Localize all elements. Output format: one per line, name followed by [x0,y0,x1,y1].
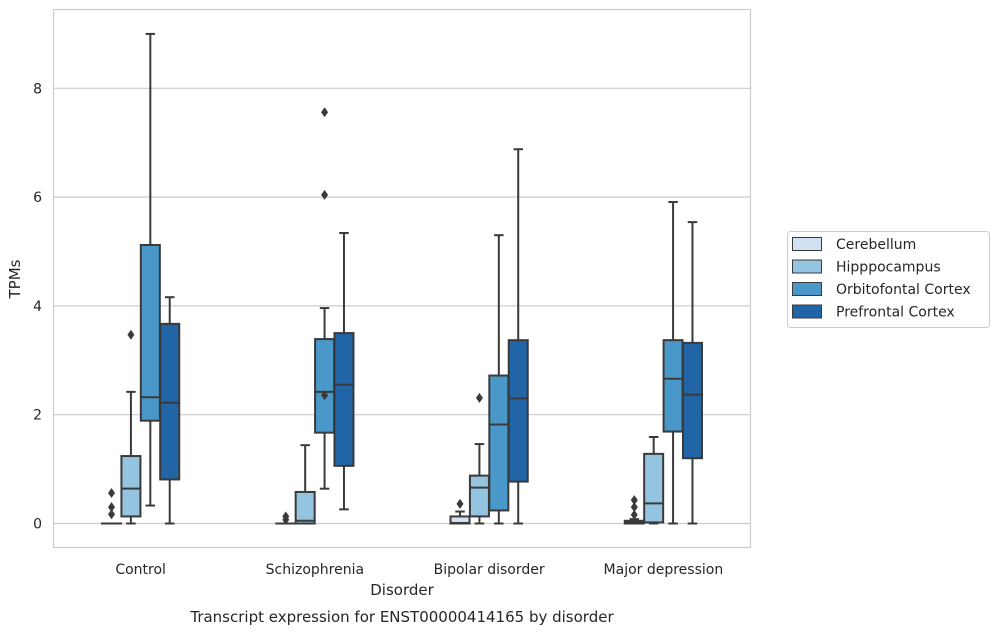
legend-swatch [792,282,822,296]
outlier-point [321,390,329,401]
outlier-point [630,495,638,506]
legend-swatch [792,259,822,274]
x-axis-label: Disorder [370,581,434,599]
box-prefrontal-cortex [507,148,529,525]
box-hipppocampus [468,392,490,525]
outlier-point [475,392,483,403]
box-iqr [662,339,684,433]
y-tick-label: 8 [33,81,42,97]
outlier-point [108,502,116,513]
box-prefrontal-cortex [681,221,703,525]
x-tick-label: Major depression [604,562,724,578]
box-iqr [159,322,181,481]
outlier-point [108,509,116,520]
outlier-point [282,511,290,522]
box-iqr [120,455,142,518]
box-iqr [488,374,510,512]
chart-title: Transcript expression for ENST0000041416… [189,608,614,626]
outlier-point [630,509,638,520]
outlier-point [108,488,116,499]
legend-swatch [792,237,822,251]
legend-label: Orbitofontal Cortex [836,282,971,298]
box-iqr [681,341,703,460]
box-orbitofontal-cortex [662,200,684,525]
box-iqr [333,332,355,467]
outlier-point [321,107,329,118]
box-hipppocampus [294,444,316,525]
x-tick-label: Control [115,562,166,578]
y-tick-label: 6 [33,190,42,206]
outlier-point [456,498,464,509]
box-prefrontal-cortex [159,296,181,525]
legend-frame [787,231,990,328]
box-orbitofontal-cortex [488,234,510,525]
x-tick-label: Bipolar disorder [434,562,545,578]
box-prefrontal-cortex [333,232,355,511]
legend-label: Hipppocampus [836,260,941,276]
legend-label: Prefrontal Cortex [836,305,955,321]
box-iqr [294,490,316,525]
box-orbitofontal-cortex [314,107,336,490]
legend-label: Cerebellum [836,237,916,253]
y-axis-label: TPMs [6,259,24,299]
outlier-point [127,329,135,340]
x-axis-ticks: Control Schizophrenia Bipolar disorder Majo… [115,562,723,578]
box-iqr [314,338,336,434]
legend: Cerebellum Hipppocampus Orbitofontal Corte… [787,231,990,328]
box-iqr [139,243,161,422]
box-hipppocampus [643,436,665,525]
box-iqr [468,474,490,518]
y-axis-ticks: 0 2 4 6 8 [33,81,42,532]
box-iqr [507,339,529,483]
x-tick-label: Schizophrenia [266,562,364,578]
y-tick-label: 2 [33,408,42,424]
legend-swatch [792,304,822,319]
box-plot-series [101,32,703,525]
box-hipppocampus [120,329,142,525]
box-iqr [643,452,665,524]
box-cerebellum [101,488,123,525]
box-cerebellum [623,495,645,525]
box-cerebellum [449,498,471,525]
y-tick-label: 4 [33,299,42,315]
outlier-point [630,502,638,513]
y-tick-label: 0 [33,517,42,533]
outlier-point [321,189,329,200]
